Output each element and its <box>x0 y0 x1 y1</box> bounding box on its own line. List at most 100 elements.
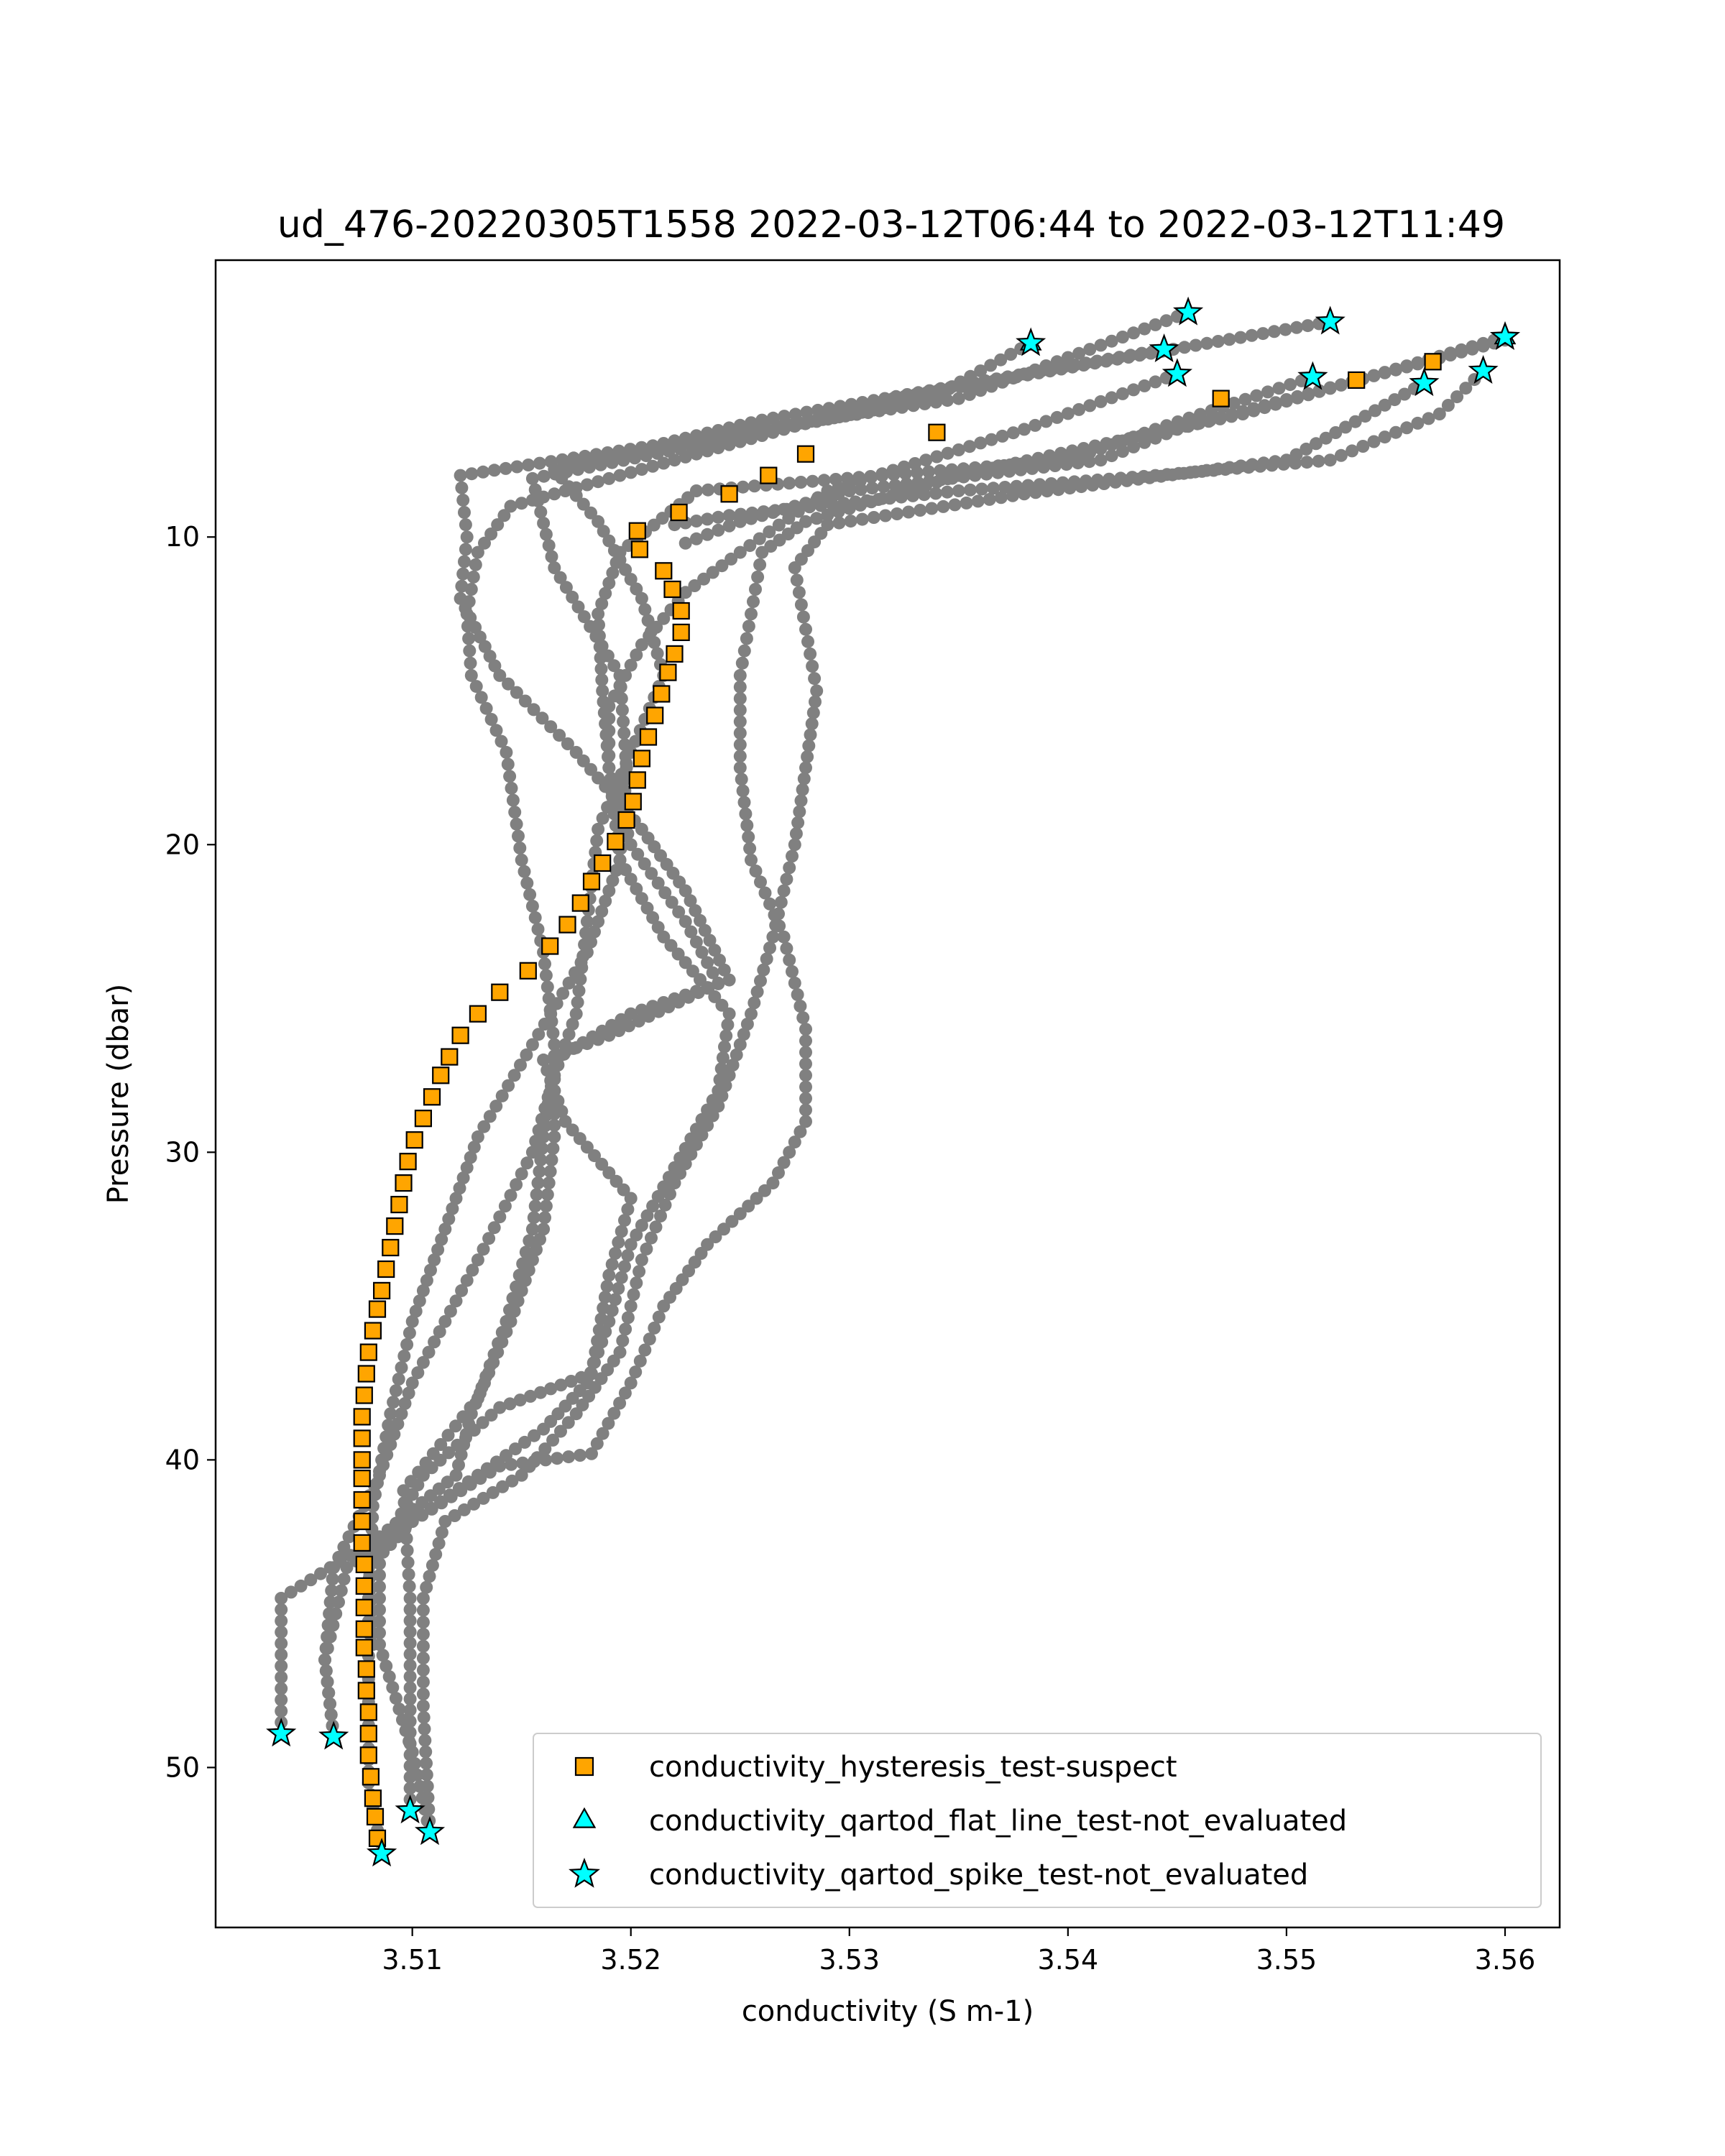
profile-point <box>398 1396 412 1410</box>
profile-point <box>431 1243 445 1256</box>
profile-point <box>534 1153 548 1166</box>
profile-point <box>1079 474 1092 488</box>
profile-point <box>906 399 920 413</box>
profile-point <box>673 1166 687 1180</box>
profile-point <box>1378 430 1392 444</box>
profile-point <box>513 1393 527 1407</box>
profile-point <box>794 476 808 489</box>
profile-point <box>461 619 474 633</box>
profile-point <box>416 1699 430 1713</box>
x-tick-label: 3.56 <box>1475 1944 1536 1976</box>
profile-point <box>602 1268 616 1282</box>
hysteresis-suspect-point <box>353 1469 371 1488</box>
profile-point <box>539 1199 553 1213</box>
profile-point <box>733 727 747 740</box>
profile-point <box>423 1570 436 1583</box>
profile-point <box>377 1458 390 1472</box>
profile-point <box>1368 404 1382 418</box>
profile-point <box>535 1112 548 1126</box>
profile-point <box>1238 392 1252 406</box>
profile-point <box>733 515 747 528</box>
profile-point <box>757 963 770 977</box>
profile-point <box>649 1220 663 1234</box>
profile-point <box>733 738 747 752</box>
profile-point <box>646 1199 660 1213</box>
profile-point <box>911 476 925 489</box>
profile-point <box>678 884 692 898</box>
hysteresis-suspect-point <box>377 1260 395 1279</box>
profile-point <box>1247 402 1261 415</box>
profile-point <box>275 1614 288 1628</box>
profile-point <box>615 1225 628 1238</box>
profile-point <box>585 1447 598 1460</box>
profile-point <box>740 819 754 832</box>
profile-point <box>811 403 824 417</box>
profile-point <box>435 1233 448 1246</box>
profile-point <box>592 515 605 528</box>
profile-point <box>1334 378 1348 392</box>
profile-point <box>688 579 702 592</box>
hysteresis-suspect-point <box>594 854 612 872</box>
profile-point <box>576 497 590 511</box>
profile-point <box>469 1396 482 1410</box>
profile-point <box>1258 399 1271 413</box>
profile-point <box>635 442 648 456</box>
profile-point <box>418 1733 432 1747</box>
profile-point <box>1312 384 1326 397</box>
profile-point <box>706 566 719 579</box>
hysteresis-suspect-point <box>630 540 649 558</box>
profile-point <box>624 1299 638 1313</box>
hysteresis-suspect-point <box>441 1048 459 1066</box>
profile-point <box>725 1215 739 1228</box>
profile-point <box>1054 446 1068 460</box>
profile-point <box>1099 354 1113 368</box>
profile-point <box>527 703 540 717</box>
profile-point <box>602 884 616 898</box>
profile-point <box>409 1304 423 1318</box>
profile-point <box>631 847 645 861</box>
profile-point <box>487 464 501 477</box>
profile-point <box>457 1438 471 1451</box>
hysteresis-suspect-point <box>663 580 681 599</box>
profile-point <box>473 630 487 644</box>
profile-point <box>609 1247 622 1260</box>
profile-point <box>651 1189 665 1203</box>
profile-point <box>668 1176 681 1190</box>
profile-point <box>464 583 478 596</box>
profile-point <box>558 460 572 474</box>
profile-point <box>794 1000 807 1013</box>
profile-point <box>745 853 758 867</box>
profile-point <box>735 773 748 786</box>
profile-point <box>1033 478 1046 492</box>
profile-point <box>1422 412 1435 425</box>
profile-point <box>689 1138 703 1151</box>
profile-point <box>425 1461 438 1475</box>
profile-point <box>416 1687 430 1701</box>
profile-point <box>689 447 703 461</box>
profile-point <box>455 481 469 494</box>
profile-point <box>624 1238 638 1251</box>
hysteresis-suspect-point <box>359 1703 377 1721</box>
y-tick-label: 40 <box>165 1444 200 1475</box>
profile-point <box>482 1366 496 1380</box>
profile-point <box>566 1123 579 1137</box>
profile-point <box>569 1407 583 1421</box>
profile-point <box>462 1417 476 1431</box>
profile-point <box>438 1314 452 1328</box>
profile-point <box>551 1452 564 1465</box>
profile-point <box>948 498 962 512</box>
profile-point <box>733 680 747 694</box>
profile-point <box>712 424 725 437</box>
profile-point <box>937 499 950 513</box>
profile-point <box>663 1187 676 1201</box>
profile-point <box>743 539 757 553</box>
profile-point <box>548 1107 561 1120</box>
profile-point <box>991 466 1005 479</box>
profile-point <box>1056 476 1070 489</box>
profile-point <box>597 706 611 719</box>
profile-point <box>599 1325 612 1338</box>
profile-point <box>579 926 592 940</box>
profile-point <box>463 644 477 658</box>
profile-point <box>403 1703 417 1717</box>
profile-point <box>1378 398 1392 412</box>
